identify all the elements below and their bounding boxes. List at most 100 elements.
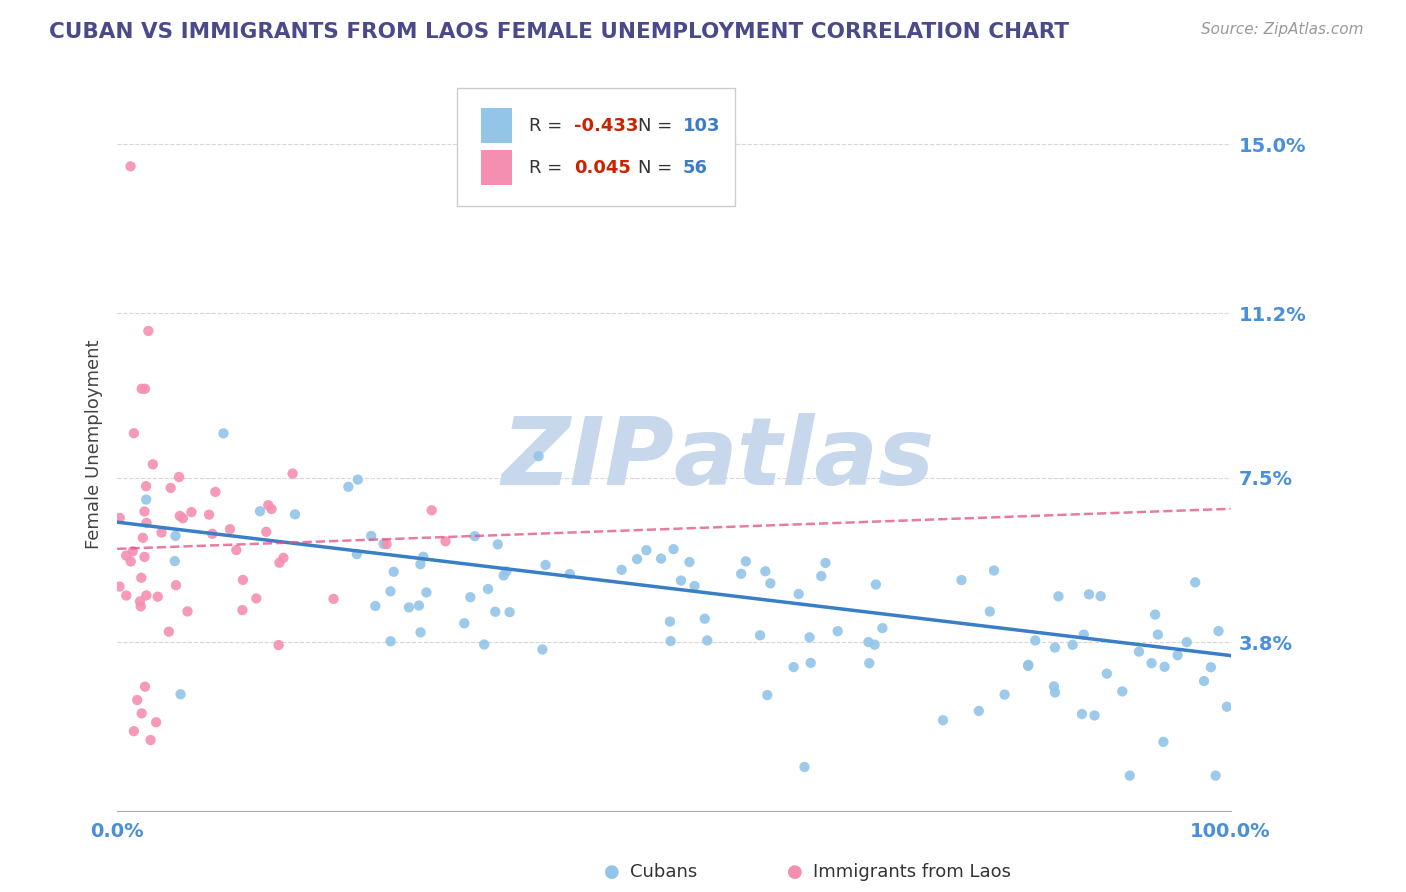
Text: atlas: atlas: [673, 413, 935, 505]
Text: Source: ZipAtlas.com: Source: ZipAtlas.com: [1201, 22, 1364, 37]
Cubans: [669, 574, 692, 588]
Cubans: [1073, 627, 1095, 641]
Cubans: [472, 638, 495, 652]
Immigrants from Laos: [122, 724, 145, 739]
Cubans: [754, 564, 776, 578]
Cubans: [408, 599, 430, 613]
Immigrants from Laos: [273, 550, 295, 565]
Cubans: [165, 529, 187, 543]
Cubans: [337, 480, 360, 494]
Cubans: [1152, 735, 1174, 749]
Cubans: [1144, 607, 1167, 622]
Immigrants from Laos: [131, 706, 153, 721]
Immigrants from Laos: [127, 693, 149, 707]
Cubans: [659, 634, 682, 648]
Immigrants from Laos: [108, 580, 131, 594]
Cubans: [558, 566, 581, 581]
Immigrants from Laos: [131, 571, 153, 585]
Cubans: [932, 713, 955, 727]
Immigrants from Laos: [131, 382, 153, 396]
Immigrants from Laos: [420, 503, 443, 517]
Immigrants from Laos: [138, 324, 160, 338]
Cubans: [1083, 708, 1105, 723]
Immigrants from Laos: [132, 531, 155, 545]
Immigrants from Laos: [135, 516, 157, 530]
Cubans: [799, 631, 821, 645]
Cubans: [662, 542, 685, 557]
Cubans: [734, 554, 756, 568]
Text: R =: R =: [529, 159, 568, 177]
Immigrants from Laos: [169, 508, 191, 523]
Text: N =: N =: [638, 159, 678, 177]
Text: ●: ●: [786, 863, 803, 881]
Immigrants from Laos: [267, 638, 290, 652]
Cubans: [492, 568, 515, 582]
Immigrants from Laos: [129, 594, 152, 608]
Cubans: [163, 554, 186, 568]
Cubans: [1153, 660, 1175, 674]
Immigrants from Laos: [269, 556, 291, 570]
Cubans: [212, 426, 235, 441]
Immigrants from Laos: [322, 591, 344, 606]
Cubans: [787, 587, 810, 601]
Text: N =: N =: [638, 117, 678, 135]
Bar: [481, 108, 512, 144]
Cubans: [967, 704, 990, 718]
Cubans: [1205, 769, 1227, 783]
Immigrants from Laos: [232, 573, 254, 587]
Cubans: [858, 635, 880, 649]
Cubans: [650, 551, 672, 566]
Cubans: [1199, 660, 1222, 674]
Cubans: [1192, 674, 1215, 689]
Immigrants from Laos: [219, 522, 242, 536]
Cubans: [412, 549, 434, 564]
Cubans: [636, 543, 658, 558]
Cubans: [169, 687, 191, 701]
Cubans: [464, 529, 486, 543]
Cubans: [477, 582, 499, 596]
Cubans: [993, 688, 1015, 702]
Cubans: [1111, 684, 1133, 698]
Immigrants from Laos: [120, 160, 142, 174]
Cubans: [1043, 685, 1066, 699]
Cubans: [872, 621, 894, 635]
Cubans: [453, 616, 475, 631]
FancyBboxPatch shape: [457, 88, 735, 206]
Text: ●: ●: [603, 863, 620, 881]
Cubans: [950, 573, 973, 587]
Cubans: [782, 660, 804, 674]
Cubans: [983, 564, 1005, 578]
Cubans: [486, 537, 509, 551]
Cubans: [460, 591, 482, 605]
Cubans: [1024, 633, 1046, 648]
Immigrants from Laos: [176, 604, 198, 618]
Immigrants from Laos: [172, 511, 194, 525]
Bar: [481, 150, 512, 186]
Immigrants from Laos: [146, 590, 169, 604]
Cubans: [1017, 657, 1039, 672]
Cubans: [1216, 699, 1239, 714]
Immigrants from Laos: [257, 498, 280, 512]
Cubans: [398, 600, 420, 615]
Immigrants from Laos: [122, 426, 145, 441]
Cubans: [347, 473, 370, 487]
Cubans: [626, 552, 648, 566]
Immigrants from Laos: [108, 511, 131, 525]
Text: -0.433: -0.433: [574, 117, 638, 135]
Immigrants from Laos: [150, 525, 173, 540]
Y-axis label: Female Unemployment: Female Unemployment: [86, 340, 103, 549]
Cubans: [135, 492, 157, 507]
Text: 0.045: 0.045: [574, 159, 630, 177]
Cubans: [1071, 706, 1094, 721]
Cubans: [756, 688, 779, 702]
Cubans: [1090, 589, 1112, 603]
Immigrants from Laos: [260, 502, 283, 516]
Cubans: [979, 605, 1001, 619]
Immigrants from Laos: [135, 479, 157, 493]
Immigrants from Laos: [165, 578, 187, 592]
Immigrants from Laos: [198, 508, 221, 522]
Cubans: [693, 612, 716, 626]
Cubans: [409, 558, 432, 572]
Cubans: [360, 529, 382, 543]
Cubans: [749, 628, 772, 642]
